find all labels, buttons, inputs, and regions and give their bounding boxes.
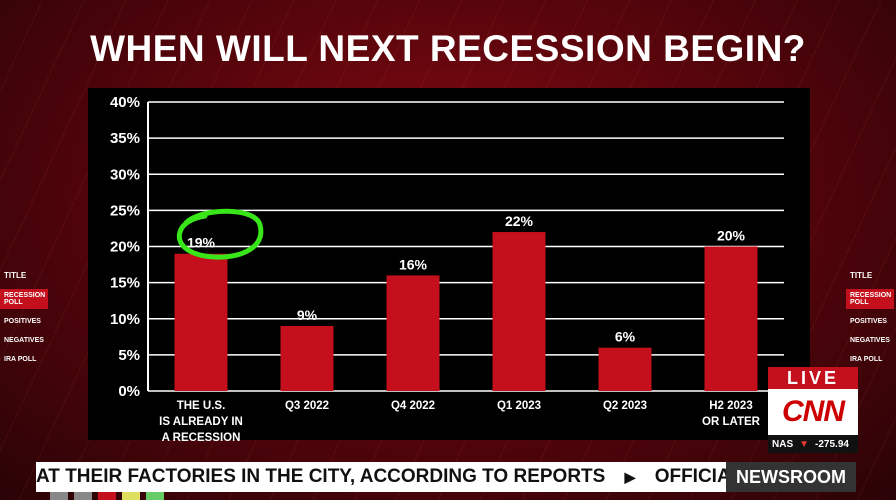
market-index: NAS [772, 438, 794, 450]
bar [174, 253, 228, 391]
y-tick-label: 30% [110, 166, 140, 183]
bar [386, 275, 440, 391]
y-tick-label: 35% [110, 130, 140, 147]
side-menu-right: TITLE RECESSION POLL POSITIVES NEGATIVES… [846, 268, 894, 372]
side-menu-item-positives[interactable]: POSITIVES [4, 318, 41, 325]
y-tick-label: 10% [110, 311, 140, 328]
x-tick-label: THE U.S. [177, 400, 226, 412]
crawl-next: OFFICIAL DO [654, 466, 726, 487]
side-menu-title: TITLE [850, 271, 873, 280]
side-menu-item-negatives[interactable]: NEGATIVES [850, 337, 890, 344]
side-menu-item-recession-poll[interactable]: RECESSION POLL [846, 289, 894, 309]
side-menu-item-ira-poll[interactable]: IRA POLL [850, 356, 883, 363]
data-label: 22% [505, 213, 534, 229]
y-tick-label: 25% [110, 202, 140, 219]
bar [704, 246, 758, 391]
play-arrow-icon: ▶ [624, 469, 636, 485]
crawl-text: AT THEIR FACTORIES IN THE CITY, ACCORDIN… [36, 466, 606, 487]
side-menu-item-recession-poll[interactable]: RECESSION POLL [0, 289, 48, 309]
cnn-logo: CNN [768, 389, 858, 435]
y-tick-label: 0% [118, 383, 140, 400]
x-tick-label: Q2 2023 [603, 400, 647, 412]
news-crawl: AT THEIR FACTORIES IN THE CITY, ACCORDIN… [36, 462, 726, 492]
x-tick-label: OR LATER [702, 416, 761, 428]
data-label: 19% [187, 235, 216, 251]
side-menu-item-positives[interactable]: POSITIVES [850, 318, 887, 325]
data-label: 9% [297, 307, 318, 323]
data-label: 16% [399, 256, 428, 272]
live-label: LIVE [768, 367, 858, 389]
data-label: 20% [717, 228, 746, 244]
x-tick-label: A RECESSION [162, 432, 241, 444]
market-ticker: NAS ▼ -275.94 [768, 435, 858, 453]
show-name: NEWSROOM [726, 462, 856, 492]
chart-title: WHEN WILL NEXT RECESSION BEGIN? [90, 28, 806, 69]
y-tick-label: 40% [110, 94, 140, 111]
y-tick-label: 5% [118, 347, 140, 364]
x-tick-label: IS ALREADY IN [159, 416, 243, 428]
side-menu-title: TITLE [4, 271, 27, 280]
y-tick-label: 15% [110, 275, 140, 292]
side-menu-item-ira-poll[interactable]: IRA POLL [4, 356, 37, 363]
x-tick-label: Q3 2022 [285, 400, 329, 412]
live-bug: LIVE CNN NAS ▼ -275.94 [768, 367, 858, 459]
bar [598, 347, 652, 391]
y-tick-label: 20% [110, 239, 140, 256]
bottom-indicators [50, 492, 164, 500]
x-tick-label: Q4 2022 [391, 400, 435, 412]
down-arrow-icon: ▼ [799, 438, 810, 450]
bar [280, 325, 334, 391]
x-tick-label: H2 2023 [709, 400, 752, 412]
highlight-circle [176, 208, 264, 260]
data-label: 6% [615, 329, 636, 345]
bar [492, 232, 546, 391]
market-change: -275.94 [815, 438, 849, 450]
side-menu-item-negatives[interactable]: NEGATIVES [4, 337, 44, 344]
x-tick-label: Q1 2023 [497, 400, 541, 412]
side-menu-left: TITLE RECESSION POLL POSITIVES NEGATIVES… [0, 268, 48, 372]
